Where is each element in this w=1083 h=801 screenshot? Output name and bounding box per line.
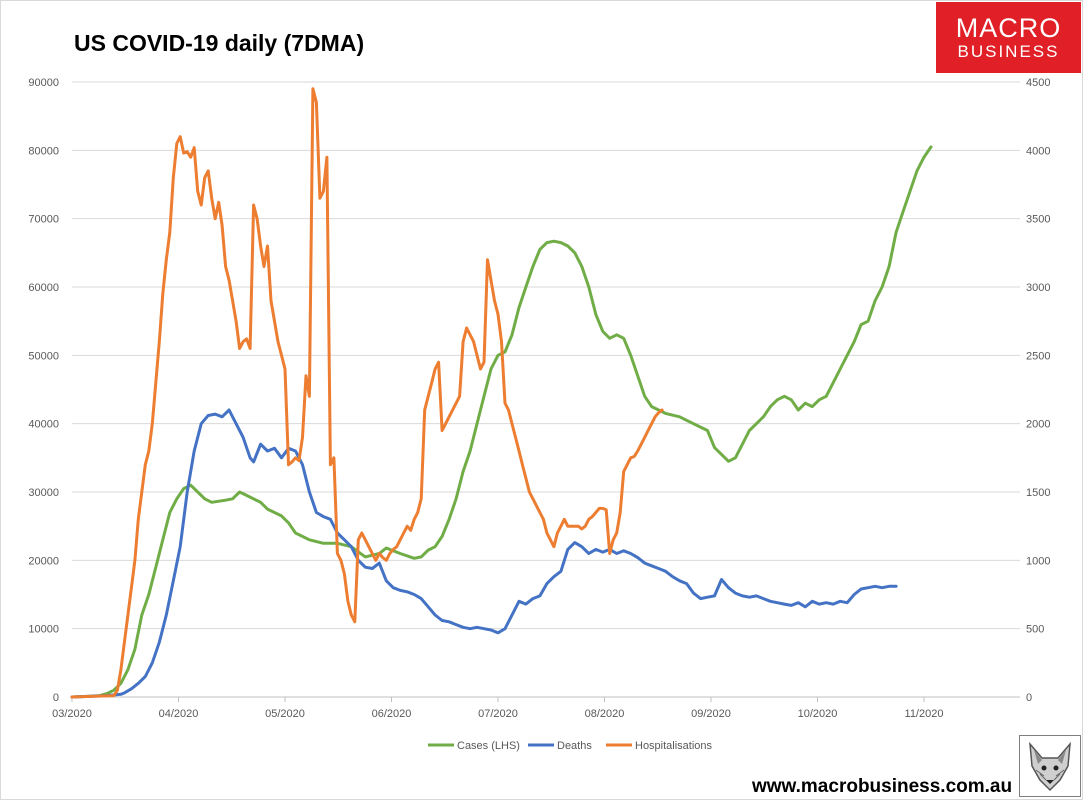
x-tick-label: 07/2020	[478, 708, 518, 720]
y-right-tick-label: 4500	[1026, 77, 1050, 89]
y-right-tick-label: 0	[1026, 692, 1032, 704]
y-right-tick-label: 1500	[1026, 487, 1050, 499]
y-left-tick-label: 10000	[28, 624, 59, 636]
y-left-tick-label: 30000	[28, 487, 59, 499]
series-line-deaths	[70, 408, 898, 699]
series-line-cases-lhs	[70, 145, 933, 699]
x-tick-label: 05/2020	[265, 708, 305, 720]
brand-line1: MACRO	[955, 13, 1062, 43]
x-tick-label: 03/2020	[52, 708, 92, 720]
y-left-tick-label: 40000	[28, 419, 59, 431]
x-tick-label: 04/2020	[159, 708, 199, 720]
brand-logo: MACRO BUSINESS	[936, 2, 1081, 73]
series-line-hospitalisations	[70, 87, 664, 699]
x-tick-label: 06/2020	[372, 708, 412, 720]
y-left-tick-label: 0	[53, 692, 59, 704]
y-right-tick-label: 2500	[1026, 350, 1050, 362]
y-left-tick-label: 80000	[28, 145, 59, 157]
brand-line2: BUSINESS	[957, 42, 1060, 61]
legend-label: Hospitalisations	[635, 740, 713, 752]
y-right-tick-label: 2000	[1026, 419, 1050, 431]
legend-label: Deaths	[557, 740, 592, 752]
legend-label: Cases (LHS)	[457, 740, 520, 752]
x-tick-label: 11/2020	[905, 708, 944, 720]
x-tick-label: 09/2020	[691, 708, 731, 720]
y-left-tick-label: 50000	[28, 350, 59, 362]
y-left-tick-label: 60000	[28, 282, 59, 294]
y-left-tick-label: 20000	[28, 555, 59, 567]
y-left-tick-label: 90000	[28, 77, 59, 89]
y-right-tick-label: 500	[1026, 624, 1044, 636]
y-left-tick-label: 70000	[28, 214, 59, 226]
website-url: www.macrobusiness.com.au	[752, 776, 1013, 797]
x-tick-label: 08/2020	[585, 708, 625, 720]
chart-title: US COVID-19 daily (7DMA)	[74, 30, 365, 56]
y-right-tick-label: 3500	[1026, 214, 1050, 226]
y-right-tick-label: 3000	[1026, 282, 1050, 294]
y-right-tick-label: 1000	[1026, 555, 1050, 567]
fox-head-icon	[1019, 735, 1081, 797]
x-tick-label: 10/2020	[798, 708, 838, 720]
y-right-tick-label: 4000	[1026, 145, 1050, 157]
